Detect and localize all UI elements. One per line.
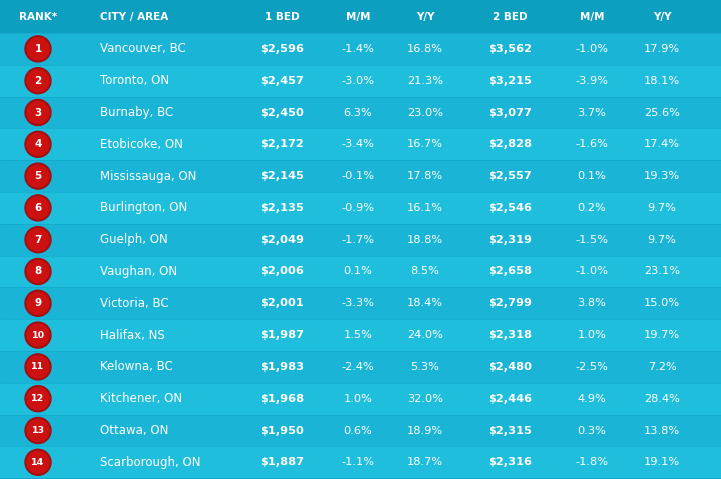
- Text: 12: 12: [32, 394, 45, 403]
- Text: $1,983: $1,983: [260, 362, 304, 372]
- Text: 4.9%: 4.9%: [578, 394, 606, 404]
- Circle shape: [25, 100, 51, 125]
- Text: 0.3%: 0.3%: [578, 425, 606, 435]
- Text: -1.6%: -1.6%: [575, 139, 609, 149]
- Text: 9.7%: 9.7%: [647, 235, 676, 245]
- Text: 14: 14: [32, 458, 45, 467]
- FancyBboxPatch shape: [0, 33, 721, 65]
- Circle shape: [27, 228, 49, 251]
- Text: -3.0%: -3.0%: [342, 76, 374, 86]
- Text: $3,562: $3,562: [488, 44, 532, 54]
- Text: -1.1%: -1.1%: [342, 457, 374, 468]
- Circle shape: [25, 354, 51, 380]
- Circle shape: [27, 420, 49, 442]
- Circle shape: [27, 38, 49, 60]
- Circle shape: [27, 324, 49, 346]
- Text: M/M: M/M: [346, 11, 371, 22]
- Text: $2,596: $2,596: [260, 44, 304, 54]
- Text: -1.8%: -1.8%: [575, 457, 609, 468]
- Text: 0.6%: 0.6%: [344, 425, 372, 435]
- Text: $2,135: $2,135: [260, 203, 304, 213]
- Text: $1,950: $1,950: [260, 425, 304, 435]
- FancyBboxPatch shape: [0, 97, 721, 128]
- Text: $2,318: $2,318: [488, 330, 532, 340]
- Text: $2,828: $2,828: [488, 139, 532, 149]
- Circle shape: [27, 261, 49, 283]
- Text: $2,557: $2,557: [488, 171, 532, 181]
- Circle shape: [27, 388, 49, 410]
- Text: -0.1%: -0.1%: [342, 171, 374, 181]
- FancyBboxPatch shape: [0, 160, 721, 192]
- Text: 18.1%: 18.1%: [644, 76, 680, 86]
- Text: $2,172: $2,172: [260, 139, 304, 149]
- Text: CITY / AREA: CITY / AREA: [100, 11, 168, 22]
- Text: -1.0%: -1.0%: [575, 266, 609, 276]
- Text: 18.9%: 18.9%: [407, 425, 443, 435]
- Text: 16.1%: 16.1%: [407, 203, 443, 213]
- Text: 8.5%: 8.5%: [410, 266, 439, 276]
- Circle shape: [25, 386, 51, 411]
- FancyBboxPatch shape: [0, 319, 721, 351]
- Text: 17.4%: 17.4%: [644, 139, 680, 149]
- FancyBboxPatch shape: [0, 192, 721, 224]
- Text: 1 BED: 1 BED: [265, 11, 299, 22]
- Circle shape: [25, 163, 51, 189]
- Text: 13.8%: 13.8%: [644, 425, 680, 435]
- Text: Ottawa, ON: Ottawa, ON: [100, 424, 169, 437]
- Text: 6.3%: 6.3%: [344, 107, 372, 117]
- Circle shape: [27, 70, 49, 91]
- FancyBboxPatch shape: [0, 351, 721, 383]
- Circle shape: [27, 197, 49, 219]
- Text: 16.7%: 16.7%: [407, 139, 443, 149]
- Text: 25.6%: 25.6%: [644, 107, 680, 117]
- Text: 1.5%: 1.5%: [344, 330, 373, 340]
- Circle shape: [27, 133, 49, 155]
- Text: $2,457: $2,457: [260, 76, 304, 86]
- FancyBboxPatch shape: [0, 256, 721, 287]
- Text: $2,658: $2,658: [488, 266, 532, 276]
- Text: Kelowna, BC: Kelowna, BC: [100, 360, 173, 374]
- Text: -3.3%: -3.3%: [342, 298, 374, 308]
- FancyBboxPatch shape: [0, 446, 721, 478]
- Text: Etobicoke, ON: Etobicoke, ON: [100, 138, 183, 151]
- Text: 16.8%: 16.8%: [407, 44, 443, 54]
- Text: $3,077: $3,077: [488, 107, 532, 117]
- Text: -3.9%: -3.9%: [575, 76, 609, 86]
- Text: $2,319: $2,319: [488, 235, 532, 245]
- Text: -3.4%: -3.4%: [342, 139, 374, 149]
- FancyBboxPatch shape: [0, 383, 721, 415]
- Text: $2,316: $2,316: [488, 457, 532, 468]
- Text: 18.8%: 18.8%: [407, 235, 443, 245]
- Text: 15.0%: 15.0%: [644, 298, 680, 308]
- Text: 7: 7: [35, 235, 42, 245]
- Text: 28.4%: 28.4%: [644, 394, 680, 404]
- Text: $2,001: $2,001: [260, 298, 304, 308]
- Text: Vaughan, ON: Vaughan, ON: [100, 265, 177, 278]
- Text: 23.0%: 23.0%: [407, 107, 443, 117]
- Text: Y/Y: Y/Y: [653, 11, 671, 22]
- Text: Y/Y: Y/Y: [416, 11, 434, 22]
- Text: 18.4%: 18.4%: [407, 298, 443, 308]
- Text: 19.1%: 19.1%: [644, 457, 680, 468]
- Circle shape: [25, 259, 51, 285]
- FancyBboxPatch shape: [0, 0, 721, 33]
- Text: -0.9%: -0.9%: [342, 203, 374, 213]
- Text: Toronto, ON: Toronto, ON: [100, 74, 169, 87]
- Text: Vancouver, BC: Vancouver, BC: [100, 43, 186, 56]
- Circle shape: [27, 165, 49, 187]
- Text: 3: 3: [35, 107, 42, 117]
- Circle shape: [27, 292, 49, 314]
- Text: 11: 11: [32, 363, 45, 371]
- Text: Scarborough, ON: Scarborough, ON: [100, 456, 200, 469]
- Text: -1.0%: -1.0%: [575, 44, 609, 54]
- Text: 24.0%: 24.0%: [407, 330, 443, 340]
- FancyBboxPatch shape: [0, 65, 721, 97]
- Text: 23.1%: 23.1%: [644, 266, 680, 276]
- Text: 0.1%: 0.1%: [578, 171, 606, 181]
- Text: $2,450: $2,450: [260, 107, 304, 117]
- Circle shape: [27, 451, 49, 473]
- Text: 19.7%: 19.7%: [644, 330, 680, 340]
- Text: 32.0%: 32.0%: [407, 394, 443, 404]
- Text: -1.4%: -1.4%: [342, 44, 374, 54]
